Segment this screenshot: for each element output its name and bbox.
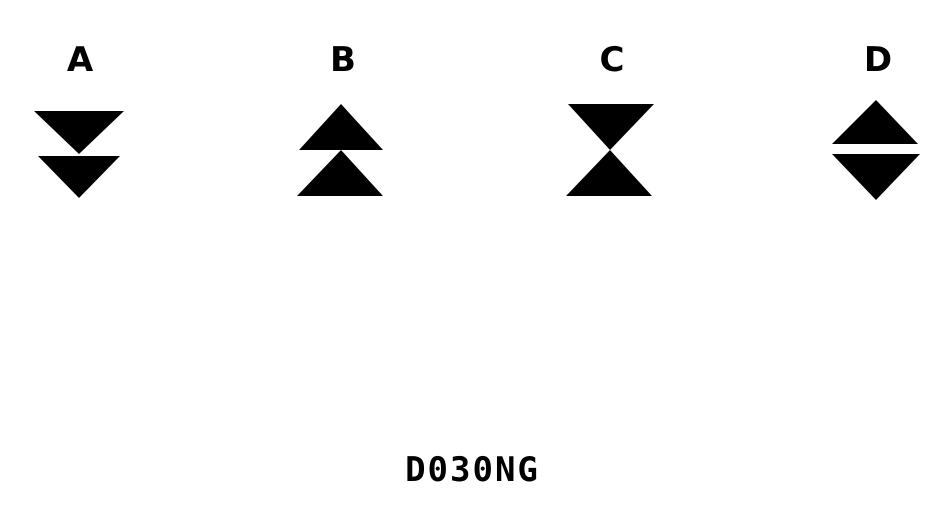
symbol-c-label: C [599,40,625,80]
symbol-a-label: A [66,40,94,80]
symbol-a: A [20,0,140,220]
top-down-triangle [568,104,654,150]
symbol-b: B [283,0,403,220]
lower-up-triangle [297,150,383,196]
hourglass-triangle-icon [566,104,654,196]
bottom-up-triangle [566,150,652,196]
lower-down-triangle [38,156,120,198]
double-up-triangle-icon [297,104,383,196]
upper-up-triangle [299,104,383,150]
top-up-triangle [832,100,918,144]
upper-down-triangle [34,111,124,154]
double-down-triangle-icon [34,111,124,198]
symbol-d: D [818,0,938,220]
symbol-c: C [552,0,672,220]
separated-up-down-triangle-icon [832,100,920,200]
bottom-down-triangle [832,154,920,200]
symbol-b-label: B [330,40,356,80]
figure-code: D030NG [405,450,540,490]
symbol-d-label: D [863,40,893,80]
